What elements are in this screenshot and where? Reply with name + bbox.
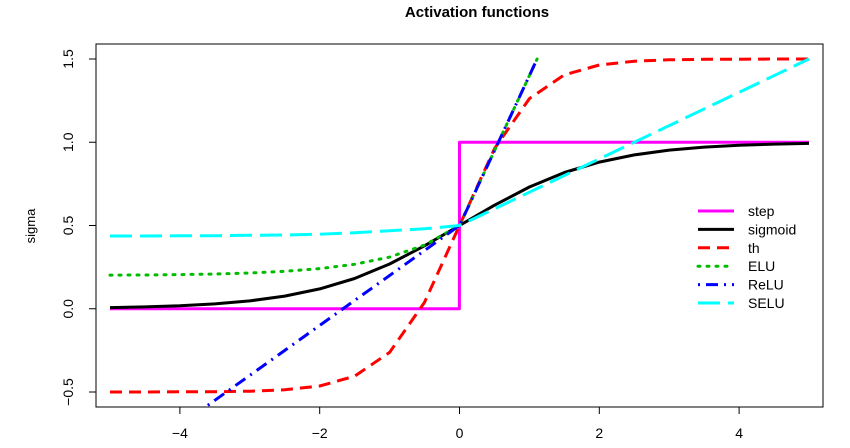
series-layer (108, 57, 810, 407)
y-tick-label: 1.0 (60, 132, 76, 152)
y-tick-label: −0.5 (60, 378, 76, 406)
x-tick-label: −4 (172, 425, 188, 441)
series-line-relu (206, 58, 539, 407)
y-axis-label: sigma (23, 208, 38, 243)
y-tick-label: 1.5 (60, 49, 76, 69)
series-line-th (110, 57, 809, 394)
series-line-elu (108, 57, 539, 277)
legend-label-selu: SELU (748, 295, 785, 311)
y-tick-label: 0.5 (60, 216, 76, 236)
x-tick-label: 0 (456, 425, 464, 441)
legend-label-elu: ELU (748, 258, 775, 274)
series-line-selu (110, 57, 810, 238)
x-tick-label: 2 (595, 425, 603, 441)
legend-label-relu: ReLU (748, 277, 784, 293)
legend-label-step: step (748, 203, 775, 219)
legend-label-sigmoid: sigmoid (748, 221, 796, 237)
chart-title: Activation functions (405, 4, 549, 21)
legend: step sigmoid th ELU ReLU SELU (696, 203, 796, 311)
x-tick-label: 4 (735, 425, 743, 441)
legend-label-th: th (748, 240, 760, 256)
y-axis: −0.5 0.0 0.5 1.0 1.5 (60, 49, 96, 406)
x-axis: −4 −2 0 2 4 (172, 407, 743, 441)
x-tick-label: −2 (312, 425, 328, 441)
y-tick-label: 0.0 (60, 299, 76, 319)
